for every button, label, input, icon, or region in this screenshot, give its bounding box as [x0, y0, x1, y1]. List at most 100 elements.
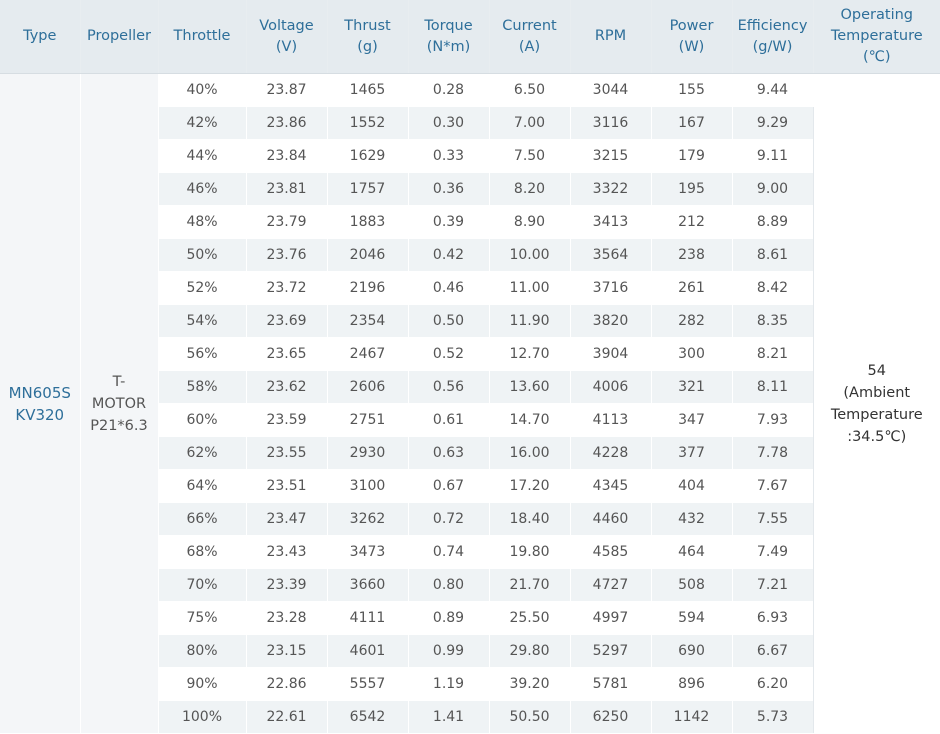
efficiency-cell: 9.29: [732, 106, 813, 140]
thrust-cell: 2930: [327, 436, 409, 470]
rpm-cell: 4460: [570, 502, 652, 536]
header-type: Type: [0, 0, 81, 74]
power-cell: 282: [651, 304, 733, 338]
current-cell: 29.80: [489, 634, 571, 668]
thrust-cell: 2196: [327, 271, 409, 305]
header-rpm: RPM: [570, 0, 652, 74]
table-row: 44% 23.84 1629 0.33 7.50 3215 179 9.11: [0, 139, 940, 173]
power-cell: 690: [651, 634, 733, 668]
header-torque-line: (N*m): [426, 38, 471, 55]
table-row: 50% 23.76 2046 0.42 10.00 3564 238 8.61: [0, 238, 940, 272]
power-cell: 321: [651, 370, 733, 404]
current-cell: 8.90: [489, 205, 571, 239]
current-cell: 7.00: [489, 106, 571, 140]
thrust-cell: 2751: [327, 403, 409, 437]
throttle-cell: 66%: [158, 502, 247, 536]
torque-cell: 0.74: [408, 535, 490, 569]
power-cell: 508: [651, 568, 733, 602]
efficiency-cell: 6.20: [732, 667, 813, 701]
torque-cell: 0.30: [408, 106, 490, 140]
power-cell: 377: [651, 436, 733, 470]
table-row: 66% 23.47 3262 0.72 18.40 4460 432 7.55: [0, 502, 940, 536]
power-cell: 179: [651, 139, 733, 173]
rpm-cell: 6250: [570, 700, 652, 734]
table-row: 70% 23.39 3660 0.80 21.70 4727 508 7.21: [0, 568, 940, 602]
throttle-cell: 64%: [158, 469, 247, 503]
current-cell: 39.20: [489, 667, 571, 701]
rpm-cell: 4228: [570, 436, 652, 470]
efficiency-cell: 7.55: [732, 502, 813, 536]
header-voltage: Voltage (V): [246, 0, 328, 74]
thrust-cell: 1629: [327, 139, 409, 173]
table-body: MN605S KV320 T- MOTOR P21*6.3 40% 23.87 1465 0.2…: [0, 73, 940, 734]
rpm-cell: 3116: [570, 106, 652, 140]
thrust-cell: 1465: [327, 73, 409, 107]
rpm-cell: 3322: [570, 172, 652, 206]
throttle-cell: 70%: [158, 568, 247, 602]
motor-type-line: MN605S: [8, 383, 71, 402]
thrust-cell: 2467: [327, 337, 409, 371]
rpm-cell: 3716: [570, 271, 652, 305]
current-cell: 16.00: [489, 436, 571, 470]
current-cell: 11.90: [489, 304, 571, 338]
torque-cell: 0.36: [408, 172, 490, 206]
rpm-cell: 4006: [570, 370, 652, 404]
power-cell: 1142: [651, 700, 733, 734]
current-cell: 18.40: [489, 502, 571, 536]
header-power-line: Power: [669, 17, 714, 34]
thrust-cell: 3262: [327, 502, 409, 536]
header-voltage-line: (V): [275, 38, 298, 55]
efficiency-cell: 6.93: [732, 601, 813, 635]
voltage-cell: 23.47: [246, 502, 328, 536]
thrust-cell: 3100: [327, 469, 409, 503]
thrust-cell: 4111: [327, 601, 409, 635]
throttle-cell: 40%: [158, 73, 247, 107]
power-cell: 155: [651, 73, 733, 107]
power-cell: 238: [651, 238, 733, 272]
voltage-cell: 23.79: [246, 205, 328, 239]
thrust-cell: 6542: [327, 700, 409, 734]
voltage-cell: 23.65: [246, 337, 328, 371]
power-cell: 347: [651, 403, 733, 437]
efficiency-cell: 6.67: [732, 634, 813, 668]
rpm-cell: 5781: [570, 667, 652, 701]
table-row: 52% 23.72 2196 0.46 11.00 3716 261 8.42: [0, 271, 940, 305]
current-cell: 7.50: [489, 139, 571, 173]
table-row: 58% 23.62 2606 0.56 13.60 4006 321 8.11: [0, 370, 940, 404]
current-cell: 10.00: [489, 238, 571, 272]
header-efficiency: Efficiency (g/W): [732, 0, 814, 74]
propeller-line: P21*6.3: [90, 417, 148, 434]
rpm-cell: 5297: [570, 634, 652, 668]
efficiency-cell: 7.49: [732, 535, 813, 569]
rpm-cell: 3413: [570, 205, 652, 239]
voltage-cell: 23.62: [246, 370, 328, 404]
table-row: 80% 23.15 4601 0.99 29.80 5297 690 6.67: [0, 634, 940, 668]
header-thrust: Thrust (g): [327, 0, 409, 74]
operating-temperature-line: (Ambient: [843, 384, 911, 401]
header-operating-temperature-line: Temperature: [830, 28, 923, 44]
table-row: 75% 23.28 4111 0.89 25.50 4997 594 6.93: [0, 601, 940, 635]
torque-cell: 0.89: [408, 601, 490, 635]
rpm-cell: 3044: [570, 73, 652, 107]
efficiency-cell: 7.78: [732, 436, 813, 470]
efficiency-cell: 9.00: [732, 172, 813, 206]
current-cell: 13.60: [489, 370, 571, 404]
thrust-cell: 5557: [327, 667, 409, 701]
power-cell: 195: [651, 172, 733, 206]
power-cell: 261: [651, 271, 733, 305]
throttle-cell: 50%: [158, 238, 247, 272]
rpm-cell: 4727: [570, 568, 652, 602]
voltage-cell: 23.69: [246, 304, 328, 338]
header-efficiency-line: (g/W): [752, 38, 793, 55]
torque-cell: 0.50: [408, 304, 490, 338]
table-row: 64% 23.51 3100 0.67 17.20 4345 404 7.67: [0, 469, 940, 503]
propeller-cell: T- MOTOR P21*6.3: [80, 73, 159, 734]
torque-cell: 0.99: [408, 634, 490, 668]
torque-cell: 1.19: [408, 667, 490, 701]
torque-cell: 0.42: [408, 238, 490, 272]
throttle-cell: 44%: [158, 139, 247, 173]
efficiency-cell: 8.61: [732, 238, 813, 272]
power-cell: 594: [651, 601, 733, 635]
table-row: 68% 23.43 3473 0.74 19.80 4585 464 7.49: [0, 535, 940, 569]
torque-cell: 0.33: [408, 139, 490, 173]
